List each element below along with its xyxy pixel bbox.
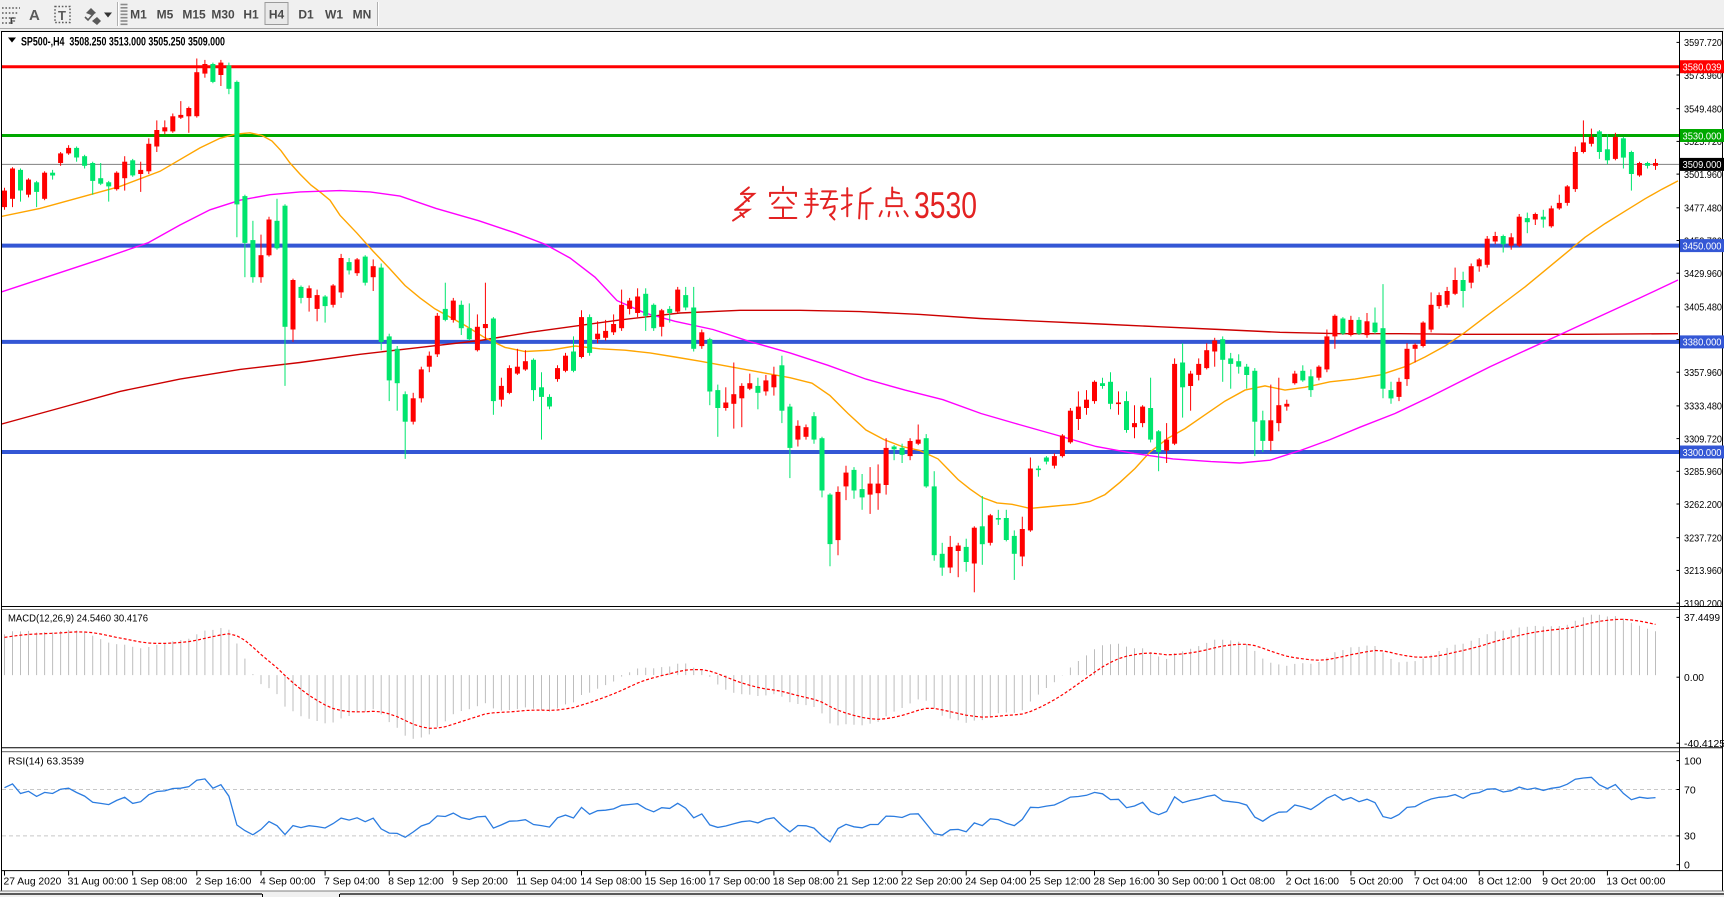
svg-text:1 Oct 08:00: 1 Oct 08:00 — [1222, 877, 1276, 888]
svg-text:27 Aug 2020: 27 Aug 2020 — [4, 877, 62, 888]
svg-text:7 Sep 04:00: 7 Sep 04:00 — [324, 877, 380, 888]
svg-text:-40.4125: -40.4125 — [1684, 738, 1724, 750]
svg-text:A: A — [29, 7, 40, 24]
svg-text:T: T — [58, 8, 66, 23]
svg-text:3530.000: 3530.000 — [1683, 130, 1722, 142]
svg-text:3549.480: 3549.480 — [1684, 104, 1722, 116]
svg-text:25 Sep 12:00: 25 Sep 12:00 — [1029, 877, 1091, 888]
svg-text:3213.960: 3213.960 — [1684, 565, 1722, 577]
svg-text:24 Sep 04:00: 24 Sep 04:00 — [965, 877, 1027, 888]
svg-text:3530: 3530 — [914, 185, 977, 226]
svg-text:5 Oct 20:00: 5 Oct 20:00 — [1350, 877, 1404, 888]
svg-text:M30: M30 — [211, 8, 235, 22]
svg-text:3285.960: 3285.960 — [1684, 466, 1722, 478]
svg-text:2 Oct 16:00: 2 Oct 16:00 — [1286, 877, 1340, 888]
svg-text:1 Sep 08:00: 1 Sep 08:00 — [132, 877, 188, 888]
svg-text:22 Sep 20:00: 22 Sep 20:00 — [901, 877, 963, 888]
svg-text:13 Oct 00:00: 13 Oct 00:00 — [1606, 877, 1665, 888]
svg-text:3477.480: 3477.480 — [1684, 203, 1722, 215]
svg-text:9 Sep 20:00: 9 Sep 20:00 — [452, 877, 508, 888]
svg-text:21 Sep 12:00: 21 Sep 12:00 — [837, 877, 899, 888]
svg-text:4 Sep 00:00: 4 Sep 00:00 — [260, 877, 316, 888]
svg-text:31 Aug 00:00: 31 Aug 00:00 — [68, 877, 129, 888]
svg-text:0: 0 — [1684, 860, 1690, 872]
svg-text:8 Oct 12:00: 8 Oct 12:00 — [1478, 877, 1532, 888]
svg-text:H1: H1 — [243, 8, 259, 22]
svg-text:3357.960: 3357.960 — [1684, 367, 1722, 379]
svg-text:3429.960: 3429.960 — [1684, 268, 1722, 280]
svg-text:9 Oct 20:00: 9 Oct 20:00 — [1542, 877, 1596, 888]
svg-text:15 Sep 16:00: 15 Sep 16:00 — [645, 877, 707, 888]
svg-text:3509.000: 3509.000 — [1683, 159, 1722, 171]
svg-text:3190.200: 3190.200 — [1684, 598, 1722, 610]
svg-text:3237.720: 3237.720 — [1684, 533, 1722, 545]
svg-text:37.4499: 37.4499 — [1684, 612, 1720, 624]
svg-text:H4: H4 — [269, 8, 285, 22]
svg-text:30 Sep 00:00: 30 Sep 00:00 — [1158, 877, 1220, 888]
svg-text:3450.000: 3450.000 — [1683, 240, 1722, 252]
svg-text:14 Sep 08:00: 14 Sep 08:00 — [581, 877, 643, 888]
svg-text:3597.720: 3597.720 — [1684, 37, 1722, 49]
svg-text:3333.480: 3333.480 — [1684, 401, 1722, 413]
svg-text:MN: MN — [353, 8, 372, 22]
svg-text:30: 30 — [1684, 831, 1696, 843]
svg-text:3501.960: 3501.960 — [1684, 169, 1722, 181]
svg-text:W1: W1 — [325, 8, 343, 22]
svg-text:M15: M15 — [182, 8, 206, 22]
svg-text:8 Sep 12:00: 8 Sep 12:00 — [388, 877, 444, 888]
svg-text:M5: M5 — [157, 8, 174, 22]
svg-text:3380.000: 3380.000 — [1683, 337, 1722, 349]
svg-text:70: 70 — [1684, 784, 1696, 796]
svg-text:F: F — [10, 16, 16, 26]
svg-text:18 Sep 08:00: 18 Sep 08:00 — [773, 877, 835, 888]
svg-text:RSI(14) 63.3539: RSI(14) 63.3539 — [8, 756, 84, 768]
svg-text:28 Sep 16:00: 28 Sep 16:00 — [1094, 877, 1156, 888]
svg-text:M1: M1 — [130, 8, 147, 22]
svg-text:7 Oct 04:00: 7 Oct 04:00 — [1414, 877, 1468, 888]
svg-text:MACD(12,26,9) 24.5460 30.4176: MACD(12,26,9) 24.5460 30.4176 — [8, 613, 148, 625]
svg-text:SP500-,H4 3508.250 3513.000 3: SP500-,H4 3508.250 3513.000 3505.250 350… — [21, 37, 225, 49]
svg-text:3309.720: 3309.720 — [1684, 433, 1722, 445]
svg-text:11 Sep 04:00: 11 Sep 04:00 — [516, 877, 577, 888]
svg-text:3262.200: 3262.200 — [1684, 499, 1722, 511]
svg-text:3405.480: 3405.480 — [1684, 302, 1722, 314]
svg-text:3300.000: 3300.000 — [1683, 447, 1722, 459]
svg-text:3580.039: 3580.039 — [1683, 62, 1722, 74]
svg-text:D1: D1 — [298, 8, 314, 22]
svg-text:0.00: 0.00 — [1684, 672, 1704, 684]
svg-text:100: 100 — [1684, 755, 1702, 767]
svg-text:2 Sep 16:00: 2 Sep 16:00 — [196, 877, 252, 888]
svg-text:17 Sep 00:00: 17 Sep 00:00 — [709, 877, 771, 888]
